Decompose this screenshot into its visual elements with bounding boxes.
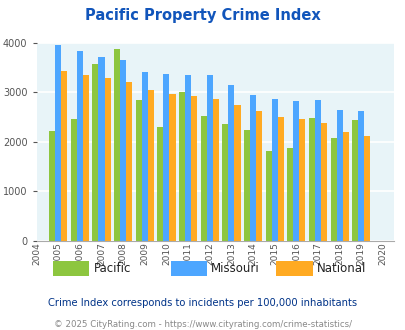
Bar [320,122,326,241]
Bar [61,71,67,241]
Bar [271,99,277,241]
Bar [141,72,147,241]
Bar [55,45,61,241]
Bar [206,75,212,241]
Bar [104,78,110,241]
Bar [363,137,369,241]
Bar [200,115,206,241]
Bar [49,130,55,241]
Text: Crime Index corresponds to incidents per 100,000 inhabitants: Crime Index corresponds to incidents per… [48,298,357,308]
Bar [336,110,342,241]
Bar [342,131,348,241]
Bar [212,99,218,241]
Bar [92,64,98,241]
Text: Missouri: Missouri [211,262,259,275]
Text: National: National [316,262,365,275]
Bar [228,85,234,241]
Bar [352,120,358,241]
Bar [98,57,104,241]
Bar [83,75,89,241]
Bar [169,94,175,241]
Bar [265,151,271,241]
Bar [179,92,185,241]
Text: Pacific: Pacific [93,262,130,275]
Bar [70,119,77,241]
Bar [114,49,120,241]
Bar [135,100,141,241]
Bar [287,148,293,241]
Bar [256,111,262,241]
Bar [243,130,249,241]
Bar [120,60,126,241]
Bar [358,111,363,241]
Bar [293,101,298,241]
Bar [314,100,320,241]
Bar [77,51,83,241]
Bar [249,95,256,241]
Bar [126,82,132,241]
Bar [330,138,336,241]
Text: © 2025 CityRating.com - https://www.cityrating.com/crime-statistics/: © 2025 CityRating.com - https://www.city… [54,320,351,329]
Bar [222,124,228,241]
Bar [308,117,314,241]
Bar [147,90,153,241]
Bar [191,96,197,241]
Bar [234,105,240,241]
Bar [298,119,305,241]
Bar [163,74,169,241]
Text: Pacific Property Crime Index: Pacific Property Crime Index [85,8,320,23]
Bar [277,116,283,241]
Bar [157,127,163,241]
Bar [185,75,191,241]
